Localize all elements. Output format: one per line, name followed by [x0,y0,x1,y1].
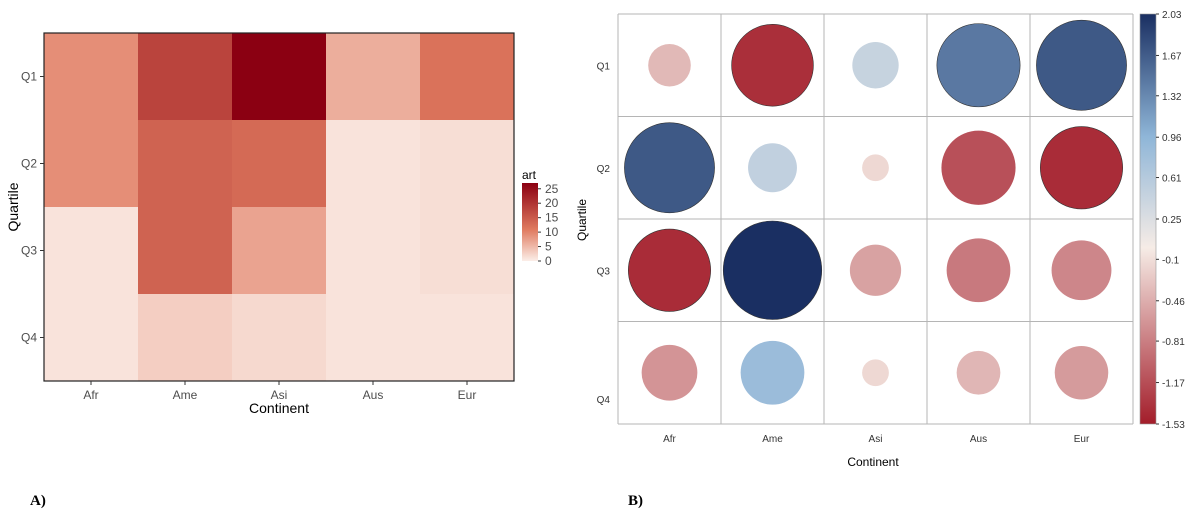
heatmap-legend-tick-label: 5 [545,240,552,254]
heatmap-cell-q1-aus [326,33,421,121]
correlation-circle-q1-ame [731,24,814,107]
correlation-legend-tick-label: -0.81 [1162,337,1185,348]
correlation-legend-tick-label: 2.03 [1162,10,1182,21]
heatmap-cell-q4-asi [232,294,327,382]
correlation-circle-q3-aus [946,238,1011,303]
heatmap-cell-q3-afr [44,207,139,295]
heatmap-x-axis-title: Continent [249,400,309,416]
correlation-circle-q4-eur [1054,345,1109,400]
correlation-circle-q2-asi [862,154,889,182]
correlation-x-ticks: Afr Ame Asi Aus Eur [663,434,1090,445]
heatmap-cell-q3-eur [420,207,515,295]
correlation-legend-tick-label: -1.17 [1162,379,1185,390]
heatmap-y-tick-label: Q1 [21,70,37,84]
correlation-legend-tick-label: 0.25 [1162,215,1182,226]
heatmap-cell-q2-asi [232,120,327,208]
correlation-circle-q1-eur [1036,19,1127,111]
correlation-circle-q3-afr [628,228,711,312]
correlation-y-ticks: Q1 Q2 Q3 Q4 [597,61,611,406]
correlation-circle-q2-ame [748,143,797,193]
correlation-circle-q3-ame [722,220,823,320]
heatmap-cell-q2-eur [420,120,515,208]
correlation-legend-bar [1139,13,1157,425]
heatmap-y-tick-label: Q4 [21,331,37,345]
heatmap-cell-q3-ame [138,207,233,295]
panel-a-label: A) [30,493,46,509]
panel-b-label: B) [628,493,643,509]
correlation-legend-tick-label: 0.61 [1162,174,1182,185]
heatmap-panel: Afr Ame Asi Aus Eur Q1 Q2 Q3 Q4 Continent Quart… [5,32,559,509]
correlation-x-tick-label: Afr [663,434,676,445]
heatmap-cell-q1-ame [138,33,233,121]
correlation-circle-q2-aus [941,130,1016,205]
heatmap-cell-q4-ame [138,294,233,382]
correlation-circle-q1-afr [648,43,691,87]
correlation-circle-q4-aus [956,350,1001,395]
heatmap-y-ticks: Q1 Q2 Q3 Q4 [21,70,44,345]
correlation-x-tick-label: Asi [869,434,883,445]
correlation-grid [617,13,1134,425]
correlation-circles [624,19,1127,405]
correlation-y-tick-label: Q4 [597,395,611,406]
correlation-legend-tick-label: 1.67 [1162,51,1182,62]
heatmap-legend-tick-label: 20 [545,196,559,210]
correlation-legend-ticks: 2.03 1.67 1.32 0.96 0.61 0.25 -0.1 -0.46 -0.81 -1… [1156,10,1185,431]
heatmap-x-tick-label: Asi [271,388,288,402]
heatmap-x-tick-label: Ame [173,388,198,402]
correlation-legend-tick-label: -0.46 [1162,297,1185,308]
heatmap-cell-q2-ame [138,120,233,208]
correlation-y-tick-label: Q2 [597,164,611,175]
heatmap-cell-q4-eur [420,294,515,382]
correlation-circle-q3-eur [1051,240,1112,301]
heatmap-legend-tick-label: 15 [545,211,559,225]
correlation-circle-q4-asi [862,359,889,387]
correlation-panel: Afr Ame Asi Aus Eur Q1 Q2 Q3 Q4 Continent Quart… [575,10,1185,509]
correlation-circle-q2-eur [1040,126,1123,210]
correlation-legend-tick-label: 0.96 [1162,133,1182,144]
correlation-y-tick-label: Q1 [597,61,611,72]
heatmap-cell-q4-aus [326,294,421,382]
correlation-legend-tick-label: -0.1 [1162,255,1180,266]
heatmap-y-tick-label: Q2 [21,157,37,171]
correlation-x-tick-label: Aus [970,434,987,445]
heatmap-cell-q4-afr [44,294,139,382]
heatmap-cell-q3-aus [326,207,421,295]
heatmap-cell-q2-aus [326,120,421,208]
heatmap-cells [44,33,515,382]
heatmap-legend-tick-label: 0 [545,254,552,268]
heatmap-cell-q2-afr [44,120,139,208]
heatmap-cell-q1-asi [232,33,327,121]
correlation-y-axis-title: Quartile [575,199,589,241]
heatmap-cell-q3-asi [232,207,327,295]
heatmap-x-tick-label: Aus [363,388,384,402]
heatmap-legend-tick-label: 25 [545,182,559,196]
heatmap-cell-q1-afr [44,33,139,121]
correlation-circle-q4-afr [641,344,698,401]
heatmap-y-tick-label: Q3 [21,244,37,258]
heatmap-legend-bar [522,183,538,261]
heatmap-y-axis-title: Quartile [5,182,21,231]
heatmap-x-tick-label: Eur [458,388,477,402]
heatmap-x-ticks: Afr Ame Asi Aus Eur [83,381,476,402]
correlation-legend-tick-label: 1.32 [1162,92,1182,103]
correlation-x-tick-label: Eur [1074,434,1090,445]
correlation-circle-q1-aus [936,23,1021,108]
correlation-circle-q1-asi [852,42,899,89]
heatmap-legend-title: art [522,168,537,182]
correlation-x-axis-title: Continent [847,455,899,469]
heatmap-cell-q1-eur [420,33,515,121]
correlation-y-tick-label: Q3 [597,266,611,277]
correlation-circle-q2-afr [624,122,715,214]
correlation-legend: 2.03 1.67 1.32 0.96 0.61 0.25 -0.1 -0.46 -0.81 -1… [1139,10,1185,431]
correlation-legend-tick-label: -1.53 [1162,420,1185,431]
correlation-circle-q4-ame [740,340,805,405]
correlation-circle-q3-asi [849,244,902,296]
correlation-x-tick-label: Ame [762,434,783,445]
heatmap-legend-tick-label: 10 [545,225,559,239]
heatmap-x-tick-label: Afr [83,388,98,402]
